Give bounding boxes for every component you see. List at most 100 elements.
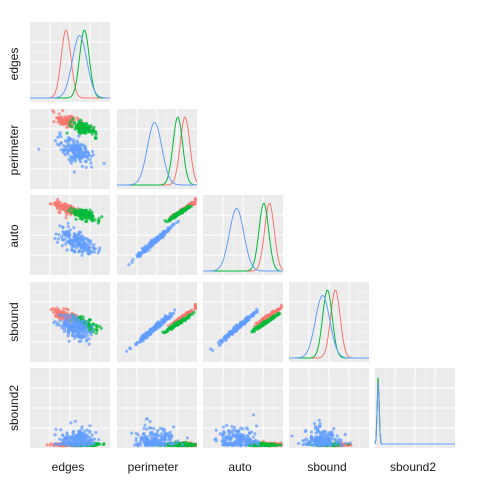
scatter-point [65, 248, 69, 252]
scatter-point [225, 424, 229, 428]
scatter-point [84, 146, 88, 151]
scatter-point [66, 313, 70, 317]
density-curve-sbound [289, 294, 369, 359]
scatter-point [81, 217, 85, 221]
scatter-point [214, 439, 218, 443]
scatter-point [76, 150, 80, 154]
scatter-point [82, 443, 86, 447]
scatter-point [84, 122, 88, 126]
scatter-point [73, 159, 78, 163]
scatter-point [80, 164, 84, 168]
scatter-point [68, 228, 72, 232]
scatter-point [58, 131, 62, 135]
scatter-point [75, 140, 79, 144]
scatter-point [71, 434, 75, 438]
scatter-point [321, 442, 325, 446]
scatter-point [232, 328, 236, 333]
scatter-point [97, 438, 101, 442]
scatter-point [97, 219, 101, 223]
panel-sbound-vs-auto [203, 282, 283, 362]
scatter-point [70, 125, 74, 129]
scatter-point [73, 152, 77, 156]
scatter-point [312, 439, 316, 443]
scatter-point [84, 322, 88, 327]
scatter-point [316, 443, 321, 447]
scatter-point [155, 237, 159, 241]
scatter-point [180, 442, 184, 447]
scatter-point [189, 443, 193, 448]
scatter-point [142, 426, 146, 431]
scatter-point [343, 432, 347, 437]
scatter-point [221, 439, 225, 443]
scatter-point [77, 249, 81, 253]
scatter-point [168, 434, 173, 438]
panel-auto-vs-perimeter [117, 195, 197, 275]
scatter-point [94, 323, 99, 327]
panel-sbound2-vs-sbound2 [374, 368, 455, 448]
scatter-point [317, 440, 321, 444]
scatter-point [143, 423, 147, 427]
scatter-point [91, 328, 95, 332]
row-label-perimeter: perimeter [7, 125, 21, 176]
scatter-point [88, 158, 92, 162]
scatter-point [290, 434, 294, 438]
scatter-point [301, 443, 305, 447]
scatter-point [57, 112, 61, 116]
scatter-point [255, 309, 259, 314]
scatter-point [79, 118, 83, 122]
scatter-point [87, 211, 91, 215]
scatter-point [305, 443, 309, 447]
scatter-point [85, 125, 89, 129]
row-label-auto: auto [7, 224, 21, 248]
scatter-point [243, 319, 247, 323]
scatter-point [144, 417, 149, 421]
scatter-point [189, 309, 193, 314]
scatter-point [59, 205, 63, 209]
scatter-point [236, 431, 240, 435]
scatter-point [94, 331, 98, 335]
scatter-point [66, 334, 70, 338]
scatter-point [171, 223, 175, 227]
scatter-point [72, 236, 76, 240]
scatter-point [73, 212, 77, 216]
scatter-point [74, 435, 78, 439]
scatter-point [334, 437, 338, 442]
scatter-point [252, 435, 256, 439]
scatter-point [79, 314, 83, 319]
scatter-point [140, 337, 144, 342]
scatter-point [90, 165, 94, 169]
scatter-point [159, 443, 163, 447]
scatter-point [52, 120, 56, 124]
scatter-point [77, 134, 81, 138]
scatter-point [185, 315, 189, 320]
scatter-point [81, 249, 85, 253]
scatter-point [329, 437, 333, 441]
scatter-point [69, 206, 73, 210]
density-curve-auto [203, 202, 284, 272]
scatter-point [230, 425, 234, 429]
scatter-point [317, 418, 321, 422]
scatter-point [52, 310, 56, 314]
scatter-point [143, 336, 147, 340]
scatter-point [90, 324, 94, 328]
scatter-point [61, 151, 66, 155]
scatter-point [79, 147, 83, 151]
scatter-point [95, 443, 99, 447]
scatter-point [150, 441, 154, 445]
scatter-point [54, 232, 58, 236]
panel-edges-vs-edges [30, 22, 110, 102]
scatter-point [127, 263, 131, 267]
scatter-point [130, 260, 134, 264]
scatter-point [209, 347, 213, 351]
scatter-point [302, 439, 306, 443]
scatter-point [67, 139, 71, 143]
scatter-point [73, 330, 77, 334]
scatter-point [193, 198, 197, 203]
scatter-point [61, 148, 65, 152]
scatter-point [76, 438, 80, 443]
scatter-point [91, 153, 95, 157]
scatter-point [254, 440, 258, 444]
scatter-point [94, 136, 98, 140]
scatter-point [326, 442, 330, 446]
